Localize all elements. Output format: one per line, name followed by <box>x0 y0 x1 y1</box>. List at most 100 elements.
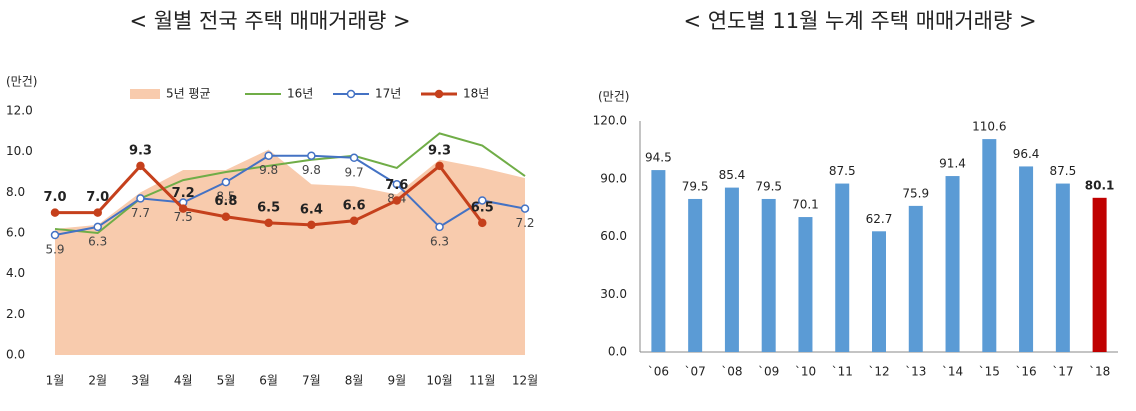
x-tick-label: `12 <box>868 365 889 379</box>
data-label: 7.2 <box>515 216 534 230</box>
data-label: 9.3 <box>129 143 152 158</box>
chart-title: < 연도별 11월 누계 주택 매매거래량 > <box>683 9 1036 33</box>
data-label: 6.4 <box>300 202 323 217</box>
marker <box>307 151 316 160</box>
x-tick-label: `13 <box>905 365 926 379</box>
marker <box>93 208 102 217</box>
y-tick-label: 6.0 <box>6 226 25 240</box>
data-label: 7.6 <box>385 178 408 193</box>
data-label: 5.9 <box>45 243 64 257</box>
x-tick-label: 10월 <box>426 374 452 388</box>
legend-label: 16년 <box>287 87 313 101</box>
marker <box>392 196 402 205</box>
marker <box>221 177 231 187</box>
data-label: 6.5 <box>257 200 280 215</box>
data-label: 85.4 <box>719 168 746 182</box>
x-tick-label: 11월 <box>469 374 495 388</box>
bar <box>688 198 703 352</box>
data-label: 94.5 <box>645 151 672 165</box>
y-tick-label: 0.0 <box>608 345 627 359</box>
bar <box>651 170 666 352</box>
marker <box>93 222 102 232</box>
x-tick-label: `15 <box>979 365 1000 379</box>
y-tick-label: 10.0 <box>6 144 33 158</box>
x-tick-label: 12월 <box>512 374 538 388</box>
bar <box>945 176 960 352</box>
y-axis-label: (만건) <box>598 90 629 104</box>
marker <box>349 153 359 163</box>
y-tick-label: 60.0 <box>600 229 627 243</box>
x-tick-label: 7월 <box>302 374 321 388</box>
data-label: 6.3 <box>88 234 107 248</box>
bar <box>1055 183 1070 352</box>
data-label: 75.9 <box>902 186 929 200</box>
marker <box>178 204 188 213</box>
data-label: 7.7 <box>131 206 150 220</box>
bar <box>724 187 739 352</box>
data-label: 6.6 <box>343 198 366 213</box>
data-label: 79.5 <box>755 179 782 193</box>
y-tick-label: 12.0 <box>6 104 33 118</box>
x-tick-label: `10 <box>795 365 816 379</box>
marker <box>478 196 487 205</box>
legend-marker <box>346 89 356 99</box>
marker <box>136 161 145 171</box>
y-axis-label: (만건) <box>6 75 37 89</box>
x-tick-label: 8월 <box>345 374 364 388</box>
x-tick-label: `08 <box>721 365 742 379</box>
data-label: 9.3 <box>428 143 451 158</box>
x-tick-label: 3월 <box>131 374 150 388</box>
data-label: 62.7 <box>866 212 893 226</box>
bar <box>798 217 813 352</box>
marker <box>264 151 273 160</box>
x-tick-label: `17 <box>1052 365 1073 379</box>
y-tick-label: 8.0 <box>6 185 25 199</box>
data-label: 8.5 <box>216 190 235 204</box>
marker <box>520 204 530 213</box>
bar <box>1092 197 1107 352</box>
bar <box>872 231 886 352</box>
marker <box>478 218 487 228</box>
bar <box>1019 166 1034 352</box>
data-label: 70.1 <box>792 198 819 212</box>
y-tick-label: 90.0 <box>600 171 627 185</box>
marker <box>50 230 60 240</box>
x-tick-label: 1월 <box>46 374 65 388</box>
marker <box>349 216 359 226</box>
marker <box>221 212 231 221</box>
data-label: 91.4 <box>939 157 966 171</box>
marker <box>392 179 402 189</box>
x-tick-label: `18 <box>1089 365 1110 379</box>
data-label: 110.6 <box>972 120 1006 134</box>
data-label: 6.8 <box>214 194 237 209</box>
bar <box>761 198 776 352</box>
data-label: 96.4 <box>1013 147 1040 161</box>
data-label: 80.1 <box>1085 178 1115 192</box>
marker <box>136 194 145 203</box>
y-tick-label: 120.0 <box>593 114 627 128</box>
data-label: 9.8 <box>302 163 321 177</box>
y-tick-label: 2.0 <box>6 307 25 321</box>
x-tick-label: `07 <box>685 365 706 379</box>
bar <box>908 205 923 352</box>
bar <box>982 139 997 352</box>
x-tick-label: 6월 <box>259 374 278 388</box>
marker <box>50 208 60 217</box>
x-tick-label: `11 <box>832 365 853 379</box>
data-label: 87.5 <box>829 164 856 178</box>
data-label: 9.7 <box>345 165 364 179</box>
legend-swatch <box>130 89 160 99</box>
legend-label: 18년 <box>463 87 489 101</box>
legend-marker <box>434 89 444 99</box>
data-label: 7.2 <box>172 186 195 201</box>
marker <box>307 220 316 230</box>
y-tick-label: 4.0 <box>6 266 25 280</box>
y-tick-label: 30.0 <box>600 287 627 301</box>
x-tick-label: `16 <box>1015 365 1036 379</box>
data-label: 79.5 <box>682 179 709 193</box>
line <box>54 154 526 237</box>
x-tick-label: `09 <box>758 365 779 379</box>
legend-label: 5년 평균 <box>166 87 211 101</box>
data-label: 9.8 <box>259 163 278 177</box>
